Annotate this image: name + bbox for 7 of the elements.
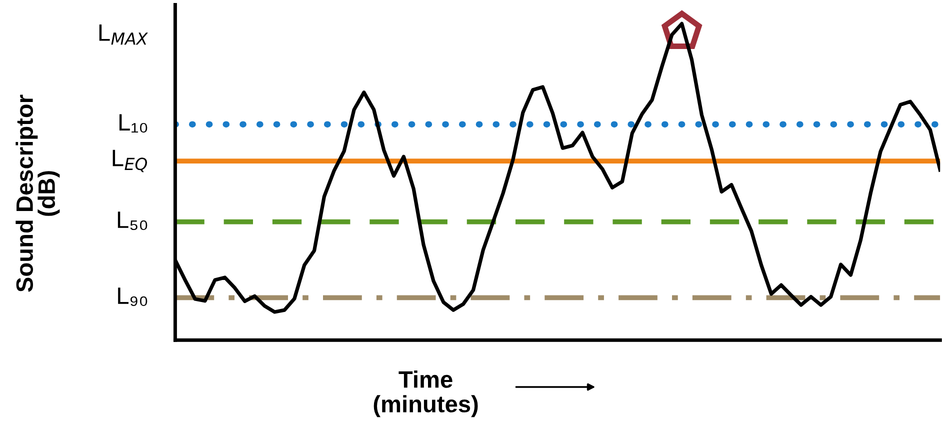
ref-line-label: L₅₀ bbox=[118, 212, 148, 230]
x-axis-title: Time (minutes) bbox=[374, 370, 478, 418]
ref-line-label: L₉₀ bbox=[118, 288, 148, 306]
ref-line-label: L$_{EQ}$ bbox=[112, 150, 148, 172]
ref-line-label: L₁₀ bbox=[119, 114, 148, 133]
y-axis-title: Sound Descriptor (dB) bbox=[16, 94, 60, 292]
text: L$_{MAX}$ bbox=[99, 24, 148, 45]
